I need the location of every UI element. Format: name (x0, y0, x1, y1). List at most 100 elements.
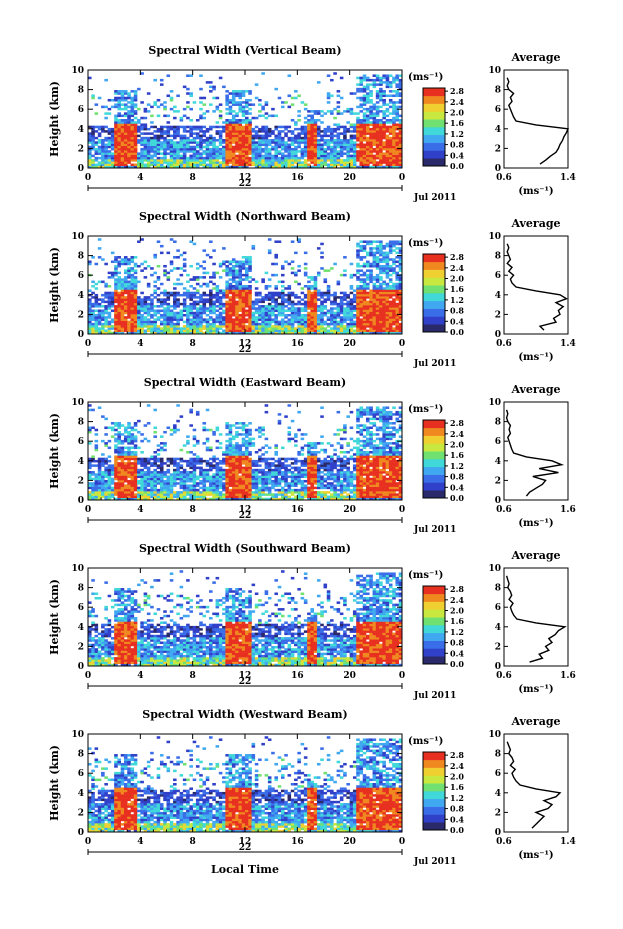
heatmap-cell (101, 482, 105, 485)
heatmap-cell (245, 311, 249, 315)
heatmap-cell (320, 313, 324, 317)
heatmap-cell (333, 130, 337, 133)
heatmap-cell (130, 484, 135, 487)
heatmap-cell (114, 473, 118, 476)
heatmap-cell (209, 159, 213, 162)
heatmap-cell (316, 318, 321, 321)
heatmap-cell (133, 300, 138, 304)
heatmap-cell (117, 488, 122, 492)
heatmap-cell (375, 139, 380, 142)
heatmap-cell (385, 271, 390, 275)
heatmap-cell (333, 291, 337, 295)
heatmap-cell (248, 161, 252, 164)
heatmap-cell (130, 298, 135, 301)
heatmap-cell (388, 264, 393, 268)
heatmap-cell (186, 307, 190, 310)
heatmap-cell (369, 325, 373, 328)
heatmap-cell (117, 262, 122, 266)
heatmap-cell (228, 136, 233, 140)
heatmap-cell (107, 468, 112, 472)
heatmap-cell (349, 313, 354, 317)
heatmap-cell (349, 291, 354, 295)
heatmap-cell (294, 251, 298, 255)
heatmap-cell (176, 300, 180, 304)
heatmap-cell (395, 125, 400, 129)
heatmap-cell (346, 154, 350, 158)
heatmap-cell (313, 112, 318, 115)
heatmap-cell (372, 331, 377, 335)
heatmap-cell (264, 139, 269, 142)
heatmap-cell (225, 121, 229, 124)
heatmap-cell (120, 451, 125, 454)
heatmap-cell (133, 302, 138, 306)
heatmap-cell (379, 249, 383, 252)
heatmap-cell (143, 316, 148, 319)
heatmap-cell (395, 154, 400, 158)
heatmap-cell (189, 132, 193, 135)
heatmap-cell (330, 307, 334, 310)
heatmap-cell (238, 291, 243, 295)
heatmap-cell (352, 316, 357, 319)
heatmap-cell (205, 152, 210, 155)
heatmap-cell (349, 285, 354, 288)
heatmap-cell (199, 87, 203, 91)
heatmap-cell (215, 150, 220, 153)
heatmap-cell (254, 147, 259, 151)
heatmap-cell (287, 331, 292, 335)
heatmap-cell (326, 329, 331, 333)
heatmap-cell (107, 159, 112, 162)
heatmap-cell (382, 313, 386, 317)
heatmap-cell (258, 134, 262, 138)
heatmap-cell (202, 156, 207, 160)
heatmap-cell (267, 139, 272, 142)
heatmap-cell (225, 125, 229, 129)
heatmap-cell (117, 446, 122, 450)
heatmap-cell (137, 493, 141, 496)
heatmap-cell (238, 287, 243, 290)
heatmap-cell (114, 437, 118, 441)
heatmap-cell (228, 313, 233, 317)
colorbar-swatch (423, 158, 445, 167)
heatmap-cell (320, 134, 324, 138)
heatmap-cell (343, 165, 347, 169)
heatmap-cell (264, 165, 269, 169)
heatmap-cell (215, 296, 220, 299)
heatmap-cell (120, 262, 125, 266)
heatmap-cell (369, 134, 373, 138)
heatmap-cell (159, 302, 164, 306)
heatmap-cell (362, 130, 367, 133)
heatmap-cell (199, 134, 203, 138)
heatmap-cell (392, 105, 396, 109)
heatmap-cell (179, 161, 184, 164)
heatmap-cell (251, 325, 256, 328)
heatmap-cell (313, 134, 318, 138)
heatmap-cell (127, 114, 131, 118)
heatmap-cell (88, 139, 92, 142)
heatmap-cell (209, 322, 213, 326)
heatmap-cell (225, 282, 229, 286)
heatmap-cell (323, 269, 328, 272)
heatmap-cell (336, 136, 341, 140)
heatmap-cell (375, 329, 380, 333)
heatmap-cell (231, 329, 236, 333)
heatmap-cell (375, 132, 380, 135)
heatmap-cell (225, 101, 229, 104)
heatmap-cell (395, 260, 400, 264)
heatmap-cell (290, 260, 295, 264)
heatmap-cell (225, 316, 229, 319)
heatmap-cell (395, 247, 400, 250)
heatmap-cell (280, 152, 285, 155)
heatmap-cell (369, 98, 373, 102)
heatmap-cell (192, 327, 197, 330)
heatmap-cell (392, 136, 396, 140)
heatmap-cell (356, 132, 360, 135)
heatmap-cell (366, 121, 370, 124)
heatmap-cell (235, 313, 239, 317)
heatmap-cell (166, 276, 171, 279)
heatmap-cell (320, 302, 324, 306)
heatmap-cell (336, 110, 341, 113)
heatmap-cell (195, 329, 200, 333)
heatmap-cell (248, 143, 252, 147)
heatmap-cell (120, 464, 125, 467)
heatmap-cell (130, 466, 135, 470)
